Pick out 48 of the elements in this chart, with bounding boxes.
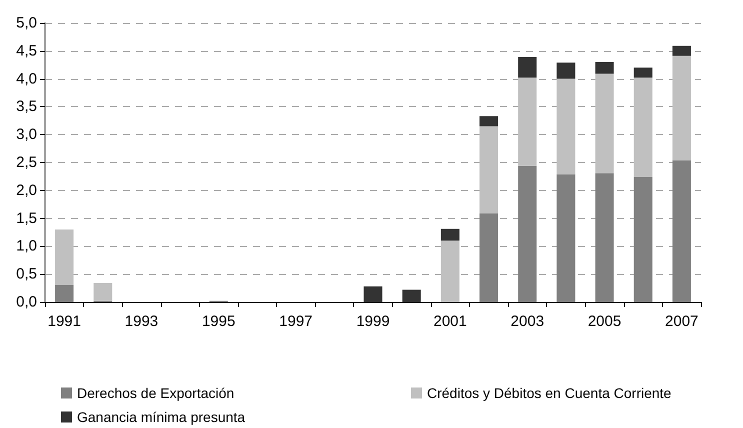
bar bbox=[480, 116, 498, 126]
bar bbox=[556, 78, 576, 174]
y-tick-label: 3,5 bbox=[16, 98, 37, 116]
x-tick-label: 2001 bbox=[433, 313, 467, 330]
y-tick-label: 0,5 bbox=[16, 266, 37, 283]
y-tick-label: 1,0 bbox=[16, 238, 37, 255]
y-tick-label: 5,0 bbox=[16, 14, 37, 32]
x-tick-label: 2005 bbox=[588, 313, 622, 330]
x-tick-label: 1993 bbox=[124, 313, 158, 330]
bar bbox=[634, 68, 652, 78]
y-tick-label: 1,5 bbox=[16, 210, 37, 227]
legend-label: Derechos de Exportación bbox=[77, 385, 234, 401]
bar bbox=[672, 46, 691, 56]
bar bbox=[672, 56, 691, 160]
bar bbox=[518, 57, 537, 78]
bar bbox=[402, 290, 421, 302]
x-tick-label: 2007 bbox=[665, 313, 698, 330]
bar bbox=[595, 62, 614, 74]
bar bbox=[518, 78, 537, 166]
y-tick-label: 3,0 bbox=[16, 126, 37, 144]
y-tick-label: 2,5 bbox=[16, 154, 37, 171]
bar bbox=[55, 284, 74, 302]
y-tick-label: 4,0 bbox=[16, 70, 37, 88]
bar bbox=[595, 74, 614, 174]
y-tick-label: 0,0 bbox=[16, 294, 37, 310]
bar bbox=[440, 228, 460, 241]
bar bbox=[634, 78, 652, 178]
legend-label: Ganancia mínima presunta bbox=[77, 409, 246, 425]
x-tick-label: 2003 bbox=[510, 313, 544, 330]
y-tick-label: 4,5 bbox=[16, 42, 37, 60]
x-tick-label: 1997 bbox=[279, 313, 313, 330]
x-tick-label: 1991 bbox=[48, 313, 81, 330]
bar bbox=[672, 160, 691, 302]
bar bbox=[595, 173, 614, 302]
bar bbox=[518, 166, 537, 302]
bar bbox=[480, 213, 498, 302]
bar bbox=[364, 286, 382, 302]
bar bbox=[55, 229, 74, 285]
bar bbox=[634, 177, 652, 302]
bar bbox=[556, 62, 576, 79]
bar bbox=[94, 283, 112, 301]
x-tick-label: 1995 bbox=[202, 313, 236, 330]
bar bbox=[480, 126, 498, 214]
legend-label: Créditos y Débitos en Cuenta Corriente bbox=[427, 385, 672, 401]
x-tick-label: 1999 bbox=[356, 313, 390, 330]
y-tick-label: 2,0 bbox=[16, 182, 37, 199]
bar bbox=[556, 174, 576, 302]
bar bbox=[440, 240, 460, 302]
